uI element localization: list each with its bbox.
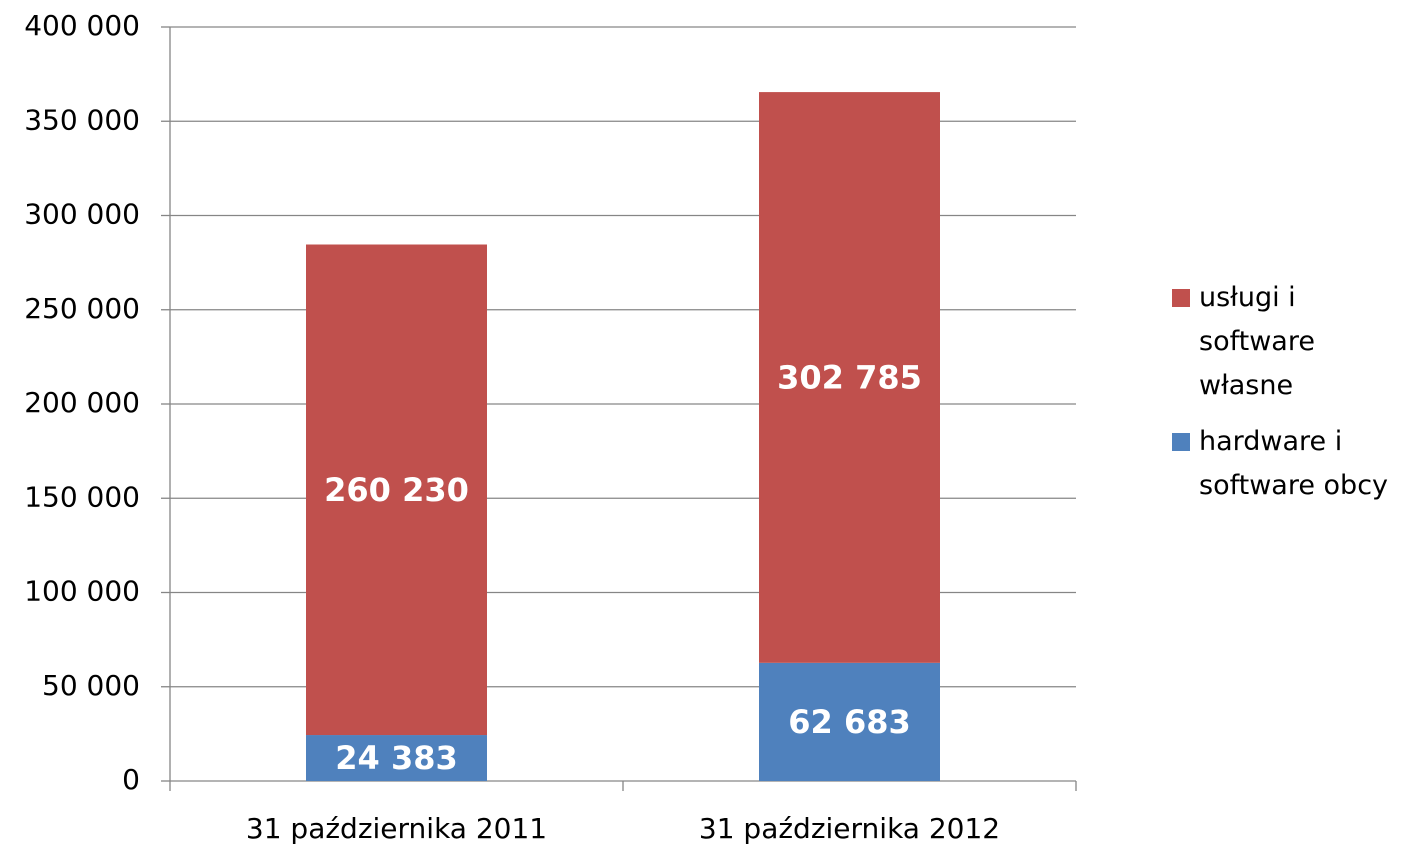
value-label: 302 785	[777, 358, 922, 396]
legend-entry: hardware i software obcy	[1172, 420, 1412, 508]
y-tick-label: 350 000	[24, 103, 140, 136]
value-label: 24 383	[335, 739, 457, 777]
value-label: 62 683	[788, 703, 910, 741]
bar-segment	[759, 92, 940, 663]
y-tick-label: 100 000	[24, 575, 140, 608]
y-tick-label: 0	[122, 763, 140, 796]
value-label: 260 230	[324, 471, 469, 509]
legend: usługi i software własne hardware i softw…	[1172, 276, 1412, 520]
legend-label: usługi i software własne	[1199, 282, 1315, 401]
legend-swatch	[1172, 289, 1190, 307]
y-tick-label: 50 000	[42, 669, 140, 702]
y-tick-label: 150 000	[24, 480, 140, 513]
bar-segment	[306, 244, 487, 736]
legend-label: hardware i software obcy	[1199, 426, 1389, 501]
legend-entry: usługi i software własne	[1172, 276, 1412, 408]
x-tick-label: 31 października 2012	[699, 812, 1000, 845]
y-tick-label: 400 000	[24, 9, 140, 42]
x-tick-label: 31 października 2011	[246, 812, 547, 845]
y-tick-label: 200 000	[24, 386, 140, 419]
bar-segment	[306, 735, 487, 781]
y-tick-label: 250 000	[24, 292, 140, 325]
y-tick-label: 300 000	[24, 198, 140, 231]
bar-segment	[759, 662, 940, 781]
legend-swatch	[1172, 433, 1190, 451]
